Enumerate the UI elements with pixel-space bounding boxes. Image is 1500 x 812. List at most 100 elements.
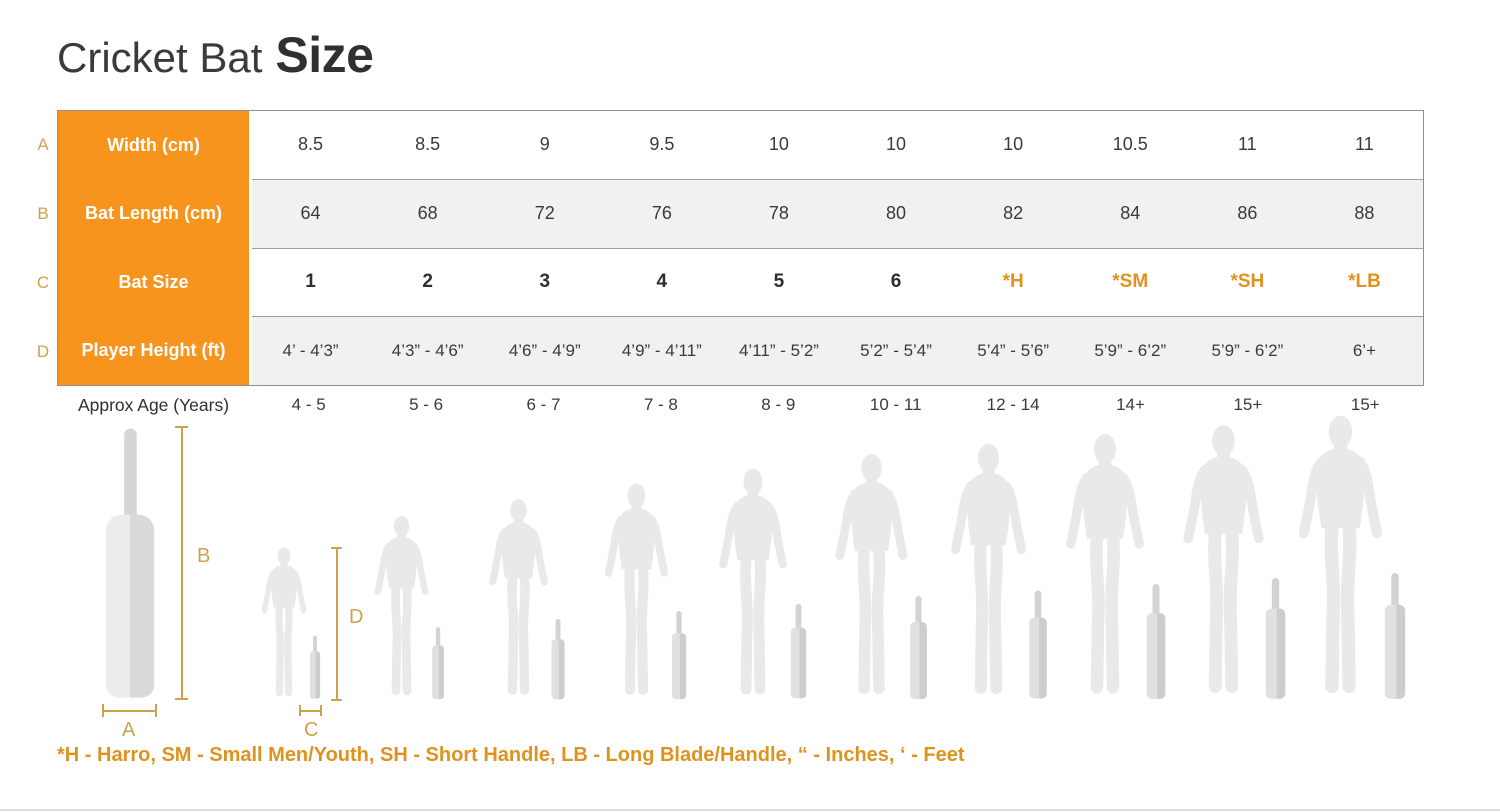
age-cell: 10 - 11 (869, 395, 922, 414)
table-cell: 6’+ (1352, 341, 1377, 361)
table-cell: 86 (1237, 203, 1258, 224)
bat-silhouette-10 (1381, 573, 1409, 700)
table-row-size: 1 2 3 4 5 6 *H *SM *SH *LB (252, 249, 1423, 318)
table-cell: 10 (886, 134, 907, 155)
dimension-cap-b-bottom (175, 698, 188, 700)
dimension-label-d: D (349, 606, 364, 628)
age-cell: 6 - 7 (526, 395, 561, 414)
row-letter-column: A B C D (32, 110, 54, 386)
table-cell: 2 (422, 271, 433, 293)
table-cell: 4’6” - 4’9” (508, 341, 581, 361)
player-silhouette-6 (828, 453, 915, 700)
table-cell: 8.5 (298, 134, 324, 155)
table-cell: 9.5 (649, 134, 675, 155)
age-row-label: Approx Age (Years) (77, 394, 230, 415)
age-cell: 15+ (1350, 395, 1380, 414)
table-cell: 64 (300, 203, 321, 224)
table-cell: 72 (534, 203, 555, 224)
dimension-cap-c-right (320, 705, 322, 716)
player-silhouette-4 (598, 483, 675, 700)
footnote: *H - Harro, SM - Small Men/Youth, SH - S… (57, 744, 965, 766)
table-cell: 10.5 (1112, 134, 1148, 155)
table-cell: 3 (539, 271, 551, 293)
table-cell: 80 (886, 203, 907, 224)
bat-silhouette-3 (549, 619, 567, 700)
table-cell: 5’4” - 5’6” (977, 341, 1050, 361)
table-data-grid: 8.5 8.5 9 9.5 10 10 10 10.5 11 11 64 68 … (252, 111, 1423, 385)
player-silhouette-3 (483, 498, 554, 700)
table-cell: 10 (768, 134, 789, 155)
age-row-values: 4 - 5 5 - 6 6 - 7 7 - 8 8 - 9 10 - 11 12… (250, 390, 1424, 420)
table-cell: 4 (656, 271, 668, 293)
player-silhouette-7 (943, 443, 1034, 700)
page-title: Cricket Bat Size (57, 26, 374, 84)
age-cell: 5 - 6 (409, 395, 444, 414)
table-cell: 68 (417, 203, 438, 224)
table-cell: 5’9” - 6’2” (1094, 341, 1167, 361)
dimension-cap-b-top (175, 426, 188, 428)
table-cell: 4’ - 4’3” (282, 341, 339, 361)
table-cell: 5’2” - 5’4” (860, 341, 932, 361)
bat-silhouette-9 (1262, 578, 1289, 700)
dimension-line-b (181, 427, 183, 700)
bat-silhouette-6 (907, 596, 930, 700)
player-silhouette-1 (257, 547, 311, 700)
row-header-height: Player Height (ft) (81, 340, 226, 361)
bat-silhouette-5 (788, 603, 809, 700)
large-bat-illustration (105, 428, 155, 698)
row-letter-a: A (37, 134, 49, 154)
table-header-column: Width (cm) Bat Length (cm) Bat Size Play… (58, 111, 252, 385)
table-row-length: 64 68 72 76 78 80 82 84 86 88 (252, 179, 1423, 249)
bat-silhouette-8 (1143, 584, 1169, 700)
table-cell: 76 (651, 203, 672, 224)
row-header-width: Width (cm) (107, 134, 200, 155)
table-row-width: 8.5 8.5 9 9.5 10 10 10 10.5 11 11 (252, 111, 1423, 180)
table-cell: 88 (1354, 203, 1375, 224)
dimension-line-d (336, 548, 338, 701)
bottom-border (0, 809, 1500, 811)
row-letter-d: D (36, 341, 50, 361)
row-letter-b: B (37, 203, 49, 223)
dimension-cap-d-top (331, 547, 342, 549)
player-silhouette-9 (1175, 424, 1272, 700)
dimension-cap-c-left (299, 705, 301, 716)
table-cell: 9 (539, 134, 550, 155)
table-cell: 10 (1003, 134, 1024, 155)
player-silhouette-2 (369, 515, 434, 700)
dimension-cap-a-right (155, 704, 157, 717)
table-cell: 6 (890, 271, 902, 293)
dimension-label-a: A (122, 719, 136, 741)
age-cell: 8 - 9 (761, 395, 796, 414)
table-cell: 78 (768, 203, 789, 224)
player-silhouette-5 (712, 468, 794, 700)
player-silhouette-10 (1290, 415, 1391, 700)
age-cell: 15+ (1233, 395, 1263, 414)
table-cell: 8.5 (415, 134, 441, 155)
table-cell: *SH (1230, 271, 1265, 293)
age-cell: 4 - 5 (291, 395, 326, 414)
table-cell: 11 (1238, 134, 1257, 155)
dimension-label-c: C (304, 719, 319, 741)
table-row-player-height: 4’ - 4’3” 4’3” - 4’6” 4’6” - 4’9” 4’9” -… (252, 317, 1423, 385)
bat-silhouette-1 (308, 635, 322, 700)
bat-silhouette-4 (669, 611, 689, 700)
bat-silhouette-7 (1026, 590, 1050, 700)
table-cell: 11 (1355, 134, 1374, 155)
size-table: Width (cm) Bat Length (cm) Bat Size Play… (57, 110, 1424, 386)
table-cell: 4’11” - 5’2” (738, 341, 819, 361)
title-regular: Cricket Bat (57, 34, 263, 81)
dimension-cap-a-left (102, 704, 104, 717)
dimension-line-a (103, 710, 157, 712)
table-cell: 4’3” - 4’6” (391, 341, 464, 361)
age-cell: 14+ (1116, 395, 1145, 414)
table-cell: 84 (1120, 203, 1141, 224)
dimension-line-c (300, 710, 322, 712)
age-cell: 7 - 8 (643, 395, 678, 414)
table-cell: 4’9” - 4’11” (621, 341, 702, 361)
row-letter-c: C (36, 272, 50, 292)
dimension-label-b: B (197, 545, 211, 567)
age-cell: 12 - 14 (986, 395, 1040, 414)
player-silhouette-8 (1058, 433, 1152, 700)
table-cell: 5’9” - 6’2” (1211, 341, 1284, 361)
